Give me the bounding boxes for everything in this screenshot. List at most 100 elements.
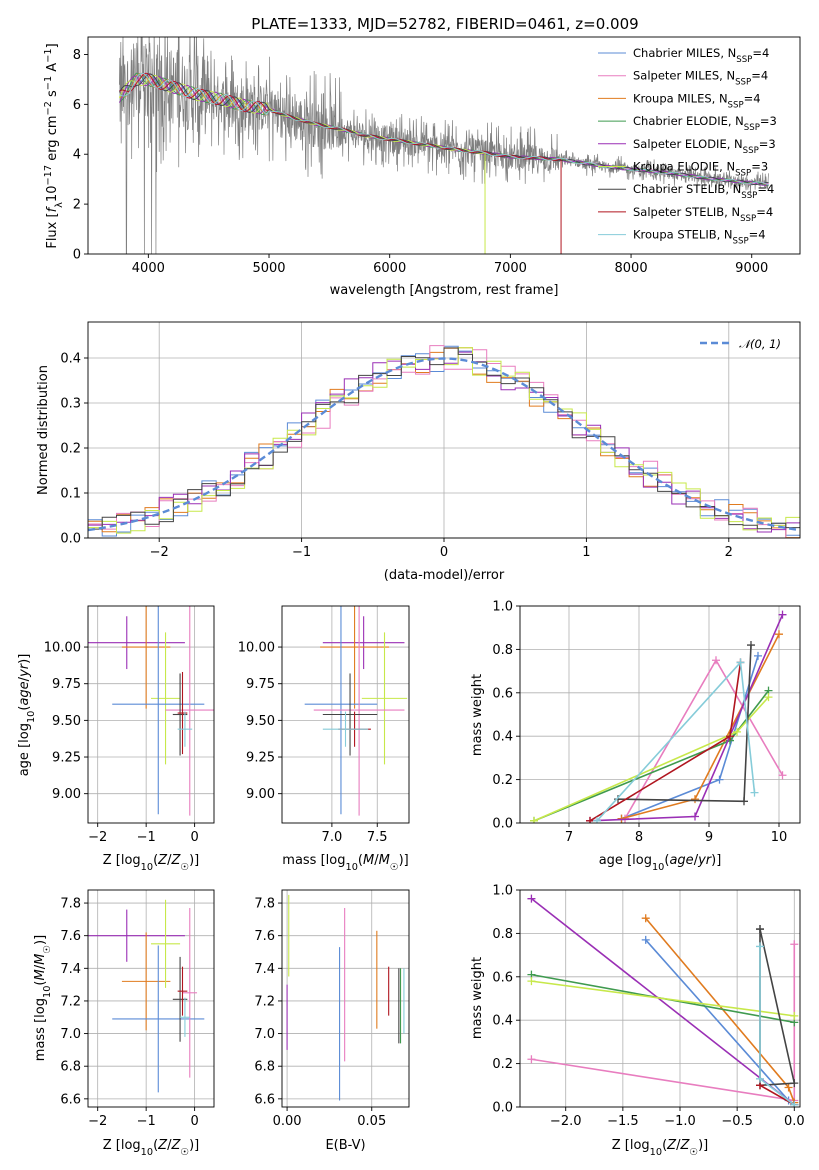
axes-age_vs_Z: −2 −1 0 9.00 9.25 9.50 9.75 10.00 Z [log10(Z/Z☉)… xyxy=(17,605,215,873)
weight-line xyxy=(759,1084,795,1106)
y-tick-label: 2 xyxy=(73,198,81,213)
errorbar-point xyxy=(313,606,405,816)
weight-line xyxy=(645,917,796,1103)
weight-series xyxy=(621,656,787,823)
weight-marker xyxy=(750,788,759,797)
y-tick-label: 1.0 xyxy=(492,884,513,899)
weight-marker xyxy=(527,977,536,986)
plot-area xyxy=(88,606,214,816)
legend-entry: Kroupa ELODIE, NSSP=3 xyxy=(633,160,768,179)
weight-marker xyxy=(778,771,787,780)
x-tick-label: 7.0 xyxy=(322,830,343,845)
legend: Chabrier MILES, NSSP=4 Salpeter MILES, NS… xyxy=(598,46,777,247)
errorbar-point xyxy=(322,616,405,670)
x-tick-label: 10 xyxy=(771,830,788,845)
x-tick-label: 0 xyxy=(440,545,448,560)
y-tick-label: 0.2 xyxy=(492,1057,513,1072)
legend-entry: Kroupa MILES, NSSP=4 xyxy=(633,91,761,110)
x-tick-label: 8 xyxy=(635,830,643,845)
errorbar-point xyxy=(322,711,369,747)
y-tick-label: 7.8 xyxy=(254,897,275,912)
weight-series xyxy=(641,935,799,1107)
y-tick-label: 9.25 xyxy=(52,751,81,766)
legend-entry: Salpeter STELIB, NSSP=4 xyxy=(633,205,773,224)
plot-area xyxy=(304,606,408,816)
weight-line xyxy=(759,928,796,1087)
y-tick-label: 6.6 xyxy=(254,1092,275,1107)
y-axis-label: mass [log10(M/M☉)] xyxy=(33,935,53,1061)
y-tick-label: 0.3 xyxy=(60,397,81,412)
y-axis-label: mass weight xyxy=(470,674,485,756)
x-tick-label: 7000 xyxy=(494,261,527,276)
x-axis-label: mass [log10(M/M☉)] xyxy=(282,853,408,873)
y-tick-label: 9.75 xyxy=(246,677,275,692)
x-axis-label: age [log10(age/yr)] xyxy=(599,853,722,873)
y-tick-label: 9.75 xyxy=(52,677,81,692)
x-tick-label: −1 xyxy=(137,830,156,845)
x-tick-label: −1.5 xyxy=(607,1114,639,1129)
errorbar-point xyxy=(112,945,205,1093)
y-tick-label: 6.8 xyxy=(254,1060,275,1075)
x-axis-label: Z [log10(Z/Z☉)] xyxy=(612,1138,709,1158)
x-tick-label: 1 xyxy=(582,545,590,560)
axes-frame xyxy=(519,605,801,824)
weight-marker xyxy=(756,1074,764,1083)
axes-frame xyxy=(519,889,801,1108)
weight-marker xyxy=(691,795,699,804)
weight-series xyxy=(593,658,759,823)
y-tick-label: 0.4 xyxy=(60,352,81,367)
errorbar-point xyxy=(177,966,188,1016)
y-tick-label: 6.8 xyxy=(60,1060,81,1075)
weight-series xyxy=(530,686,773,823)
weight-marker xyxy=(736,658,745,667)
spectrum-data-line xyxy=(119,37,769,254)
y-tick-label: 0.2 xyxy=(60,442,81,457)
histogram-series xyxy=(88,347,800,530)
weight-marker xyxy=(756,942,764,951)
errorbar-point xyxy=(151,899,181,988)
legend-entry: Salpeter ELODIE, NSSP=3 xyxy=(633,137,776,156)
weight-marker xyxy=(747,641,755,650)
y-tick-label: 0.0 xyxy=(492,817,513,832)
x-tick-label: 9 xyxy=(705,830,713,845)
weight-marker xyxy=(691,812,699,821)
y-tick-label: 7.0 xyxy=(60,1027,81,1042)
errorbar-point xyxy=(88,616,185,670)
axes-frame xyxy=(281,605,410,824)
weight-marker xyxy=(790,940,799,949)
axes-frame xyxy=(87,605,215,824)
y-tick-label: 7.2 xyxy=(254,994,275,1009)
x-tick-label: 2 xyxy=(725,545,733,560)
x-tick-label: −2 xyxy=(88,1114,107,1129)
axes-residuals: −2 −1 0 1 2 0.0 0.1 0.2 0.3 0.4 (data-model)/error… xyxy=(36,321,801,583)
weight-series xyxy=(641,914,799,1107)
x-tick-label: 7 xyxy=(565,830,573,845)
legend-entry: Chabrier ELODIE, NSSP=3 xyxy=(633,114,777,133)
legend-entry: Salpeter MILES, NSSP=4 xyxy=(633,69,768,88)
y-tick-label: 0.4 xyxy=(492,730,513,745)
weight-marker xyxy=(641,914,650,923)
x-tick-label: 4000 xyxy=(132,261,165,276)
y-tick-label: 0.4 xyxy=(492,1014,513,1029)
weight-marker xyxy=(778,610,787,619)
weight-marker xyxy=(784,1083,793,1092)
weight-marker xyxy=(530,816,538,823)
weight-line xyxy=(531,980,795,1017)
errorbar-point xyxy=(165,606,214,816)
legend-entry: Kroupa STELIB, NSSP=4 xyxy=(633,228,766,247)
y-tick-label: 0 xyxy=(73,248,81,263)
x-axis-label: Z [log10(Z/Z☉)] xyxy=(103,853,200,873)
plot-area xyxy=(88,899,205,1093)
plot-area xyxy=(88,345,800,538)
x-tick-label: 0.05 xyxy=(357,1114,386,1129)
weight-marker xyxy=(754,651,762,660)
x-tick-label: 0.0 xyxy=(784,1114,805,1129)
legend-entry: Chabrier MILES, NSSP=4 xyxy=(633,46,769,65)
weight-marker xyxy=(733,727,741,736)
y-tick-label: 8 xyxy=(73,48,81,63)
weight-marker xyxy=(586,816,594,823)
errorbar-point xyxy=(177,711,193,747)
x-axis-label: Z [log10(Z/Z☉)] xyxy=(103,1138,200,1158)
weight-series xyxy=(527,894,799,1107)
